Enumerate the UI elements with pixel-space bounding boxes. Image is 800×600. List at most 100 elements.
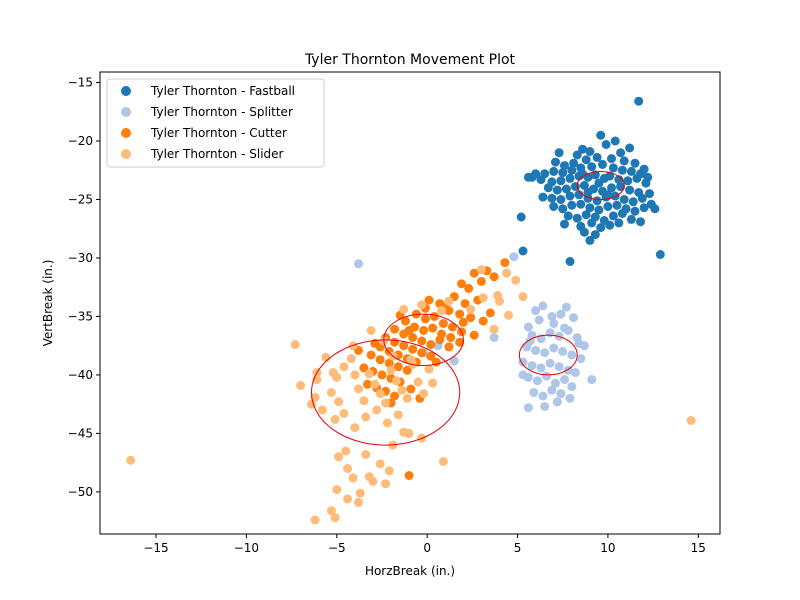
data-point-cutter-34 [417, 336, 427, 346]
data-point-cutter-2 [489, 272, 499, 282]
data-point-splitter-12 [545, 328, 555, 338]
x-tick-label: 10 [600, 541, 615, 555]
data-point-slider-21 [391, 376, 401, 386]
data-point-splitter-50 [574, 338, 584, 348]
data-point-splitter-36 [567, 382, 577, 392]
data-point-cutter-66 [404, 471, 414, 480]
data-point-fastball-11 [560, 161, 569, 171]
legend-label-slider: Tyler Thornton - Slider [150, 147, 284, 161]
data-point-cutter-37 [444, 342, 454, 352]
data-point-splitter-2 [489, 333, 499, 342]
data-point-slider-33 [372, 405, 382, 415]
data-point-fastball-17 [630, 158, 640, 168]
data-point-cutter-72 [370, 338, 380, 348]
data-point-slider-42 [348, 473, 358, 483]
data-point-fastball-104 [565, 257, 575, 266]
data-point-slider-44 [381, 479, 391, 489]
data-point-cutter-19 [429, 312, 439, 321]
data-point-slider-0 [126, 455, 136, 465]
data-point-fastball-53 [616, 182, 626, 192]
data-point-fastball-57 [538, 192, 548, 202]
data-point-slider-29 [330, 414, 340, 424]
data-point-fastball-68 [637, 193, 647, 203]
data-point-slider-11 [339, 362, 349, 372]
data-point-slider-66 [444, 296, 454, 306]
data-point-slider-41 [343, 464, 353, 473]
data-point-fastball-27 [617, 165, 627, 175]
data-point-cutter-40 [399, 341, 409, 351]
series-tyler-thornton-fastball [516, 96, 665, 266]
data-point-fastball-1 [596, 130, 606, 140]
data-point-slider-55 [438, 457, 448, 466]
data-point-splitter-8 [561, 302, 571, 312]
data-point-fastball-59 [556, 195, 566, 204]
data-point-fastball-93 [587, 218, 597, 228]
data-point-slider-16 [364, 369, 374, 379]
legend-marker-cutter [121, 128, 131, 138]
data-point-slider-71 [493, 290, 503, 300]
data-point-slider-37 [341, 446, 351, 456]
y-tick-label: −20 [68, 134, 93, 148]
data-point-cutter-23 [469, 330, 479, 340]
data-point-slider-1 [686, 416, 696, 425]
data-point-fastball-98 [590, 230, 600, 240]
y-tick-label: −35 [68, 309, 93, 323]
data-point-fastball-94 [596, 223, 606, 233]
data-point-fastball-96 [614, 218, 624, 228]
data-point-slider-23 [402, 393, 412, 403]
y-tick-label: −40 [68, 368, 93, 382]
data-point-splitter-48 [560, 323, 569, 333]
data-point-cutter-56 [377, 370, 387, 380]
legend-label-splitter: Tyler Thornton - Splitter [150, 105, 293, 119]
legend-frame [106, 78, 325, 168]
data-point-slider-46 [355, 488, 365, 498]
data-point-slider-39 [361, 450, 371, 459]
data-point-fastball-90 [636, 217, 645, 227]
data-point-splitter-45 [587, 375, 597, 385]
data-point-cutter-31 [390, 324, 400, 334]
data-point-splitter-42 [523, 403, 533, 413]
data-point-cutter-29 [446, 333, 456, 342]
data-point-fastball-105 [655, 250, 665, 259]
data-point-fastball-13 [581, 155, 591, 165]
x-tick-label: −10 [234, 541, 259, 555]
data-point-splitter-47 [549, 319, 559, 328]
y-tick-label: −25 [68, 192, 93, 206]
y-axis-label: VertBreak (in.) [41, 260, 55, 347]
data-point-splitter-7 [556, 309, 566, 319]
data-point-fastball-5 [601, 140, 611, 149]
data-point-slider-79 [424, 364, 434, 374]
data-point-cutter-62 [390, 391, 400, 401]
data-point-slider-68 [417, 300, 427, 310]
data-point-splitter-52 [449, 356, 459, 366]
data-point-splitter-46 [518, 370, 528, 380]
data-point-fastball-25 [598, 159, 607, 169]
data-point-slider-18 [375, 389, 385, 399]
data-point-slider-35 [393, 410, 403, 420]
data-point-slider-48 [354, 497, 363, 507]
data-point-cutter-3 [469, 268, 479, 278]
x-tick-label: −15 [143, 541, 168, 555]
series-tyler-thornton-splitter [354, 252, 597, 413]
data-point-splitter-18 [531, 345, 541, 355]
data-point-fastball-40 [605, 171, 615, 181]
data-point-splitter-49 [534, 315, 544, 325]
data-point-fastball-4 [578, 144, 588, 154]
data-point-fastball-84 [581, 210, 591, 220]
data-point-splitter-37 [529, 388, 539, 397]
data-point-fastball-100 [531, 169, 541, 179]
data-point-fastball-22 [567, 165, 577, 175]
data-point-splitter-28 [554, 362, 564, 372]
data-point-cutter-4 [457, 279, 466, 289]
data-point-splitter-35 [560, 375, 569, 385]
data-point-cutter-59 [363, 379, 372, 389]
data-point-fastball-80 [639, 203, 649, 213]
data-point-slider-7 [321, 352, 331, 362]
chart-title: Tyler Thornton Movement Plot [304, 52, 516, 68]
data-point-splitter-22 [567, 350, 577, 360]
data-point-fastball-3 [625, 143, 635, 153]
data-point-fastball-2 [610, 136, 620, 146]
data-point-cutter-6 [476, 276, 486, 286]
legend-marker-fastball [121, 86, 131, 96]
data-point-cutter-43 [426, 351, 436, 361]
